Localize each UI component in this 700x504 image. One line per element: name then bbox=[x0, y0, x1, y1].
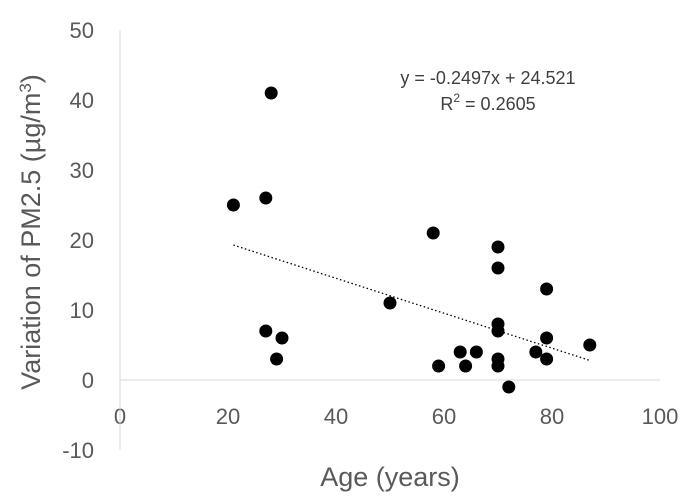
data-point bbox=[275, 331, 289, 345]
data-point bbox=[259, 191, 273, 205]
data-point bbox=[491, 240, 505, 254]
trendline bbox=[233, 244, 591, 362]
data-point bbox=[270, 352, 284, 366]
data-point bbox=[491, 261, 505, 275]
y-tick-label: 0 bbox=[82, 368, 94, 393]
x-axis-ticks: 0 20 40 60 80 100 bbox=[114, 404, 678, 429]
trendline-equation: y = -0.2497x + 24.521 bbox=[400, 68, 575, 88]
data-point bbox=[383, 296, 397, 310]
data-point bbox=[226, 198, 240, 212]
y-axis-title: Variation of PM2.5 (µg/m3) bbox=[16, 74, 46, 390]
data-point bbox=[432, 359, 446, 373]
x-tick-label: 20 bbox=[216, 404, 240, 429]
data-point bbox=[491, 359, 505, 373]
x-tick-label: 80 bbox=[540, 404, 564, 429]
data-point bbox=[259, 324, 273, 338]
data-point bbox=[540, 352, 554, 366]
y-tick-label: 30 bbox=[70, 158, 94, 183]
y-tick-label: 10 bbox=[70, 298, 94, 323]
data-point bbox=[583, 338, 597, 352]
y-axis-ticks: -10 0 10 20 30 40 50 bbox=[62, 18, 94, 463]
data-point bbox=[426, 226, 440, 240]
data-points bbox=[226, 86, 597, 394]
x-tick-label: 100 bbox=[642, 404, 679, 429]
data-point bbox=[459, 359, 473, 373]
data-point bbox=[540, 331, 554, 345]
data-point bbox=[491, 324, 505, 338]
r-squared-label: R2 = 0.2605 bbox=[440, 91, 535, 114]
x-tick-label: 40 bbox=[324, 404, 348, 429]
data-point bbox=[502, 380, 516, 394]
y-tick-label: 40 bbox=[70, 88, 94, 113]
y-tick-label: 20 bbox=[70, 228, 94, 253]
x-axis-title: Age (years) bbox=[320, 462, 460, 492]
data-point bbox=[469, 345, 483, 359]
x-tick-label: 60 bbox=[432, 404, 456, 429]
y-tick-label: 50 bbox=[70, 18, 94, 43]
data-point bbox=[453, 345, 467, 359]
data-point bbox=[264, 86, 278, 100]
y-tick-label: -10 bbox=[62, 438, 94, 463]
data-point bbox=[540, 282, 554, 296]
data-point bbox=[529, 345, 543, 359]
